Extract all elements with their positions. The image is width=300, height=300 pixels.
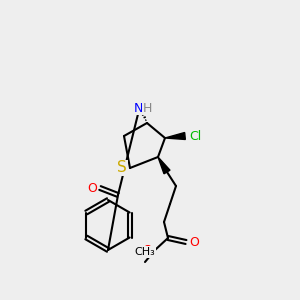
Polygon shape [165,133,185,140]
Text: O: O [189,236,199,248]
Polygon shape [158,157,170,174]
Text: O: O [87,182,97,194]
Text: N: N [133,101,143,115]
Text: O: O [142,244,152,256]
Text: Cl: Cl [189,130,201,142]
Text: CH₃: CH₃ [135,247,155,257]
Text: S: S [117,160,127,175]
Text: H: H [142,101,152,115]
